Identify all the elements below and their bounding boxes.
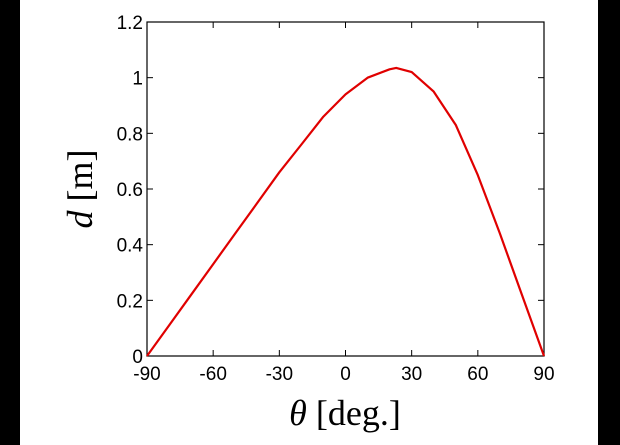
figure: -90 -60 -30 0 30 60 90 0 0.2 0.4 0.6 0.8 1 1.2 θ [deg… xyxy=(20,0,598,445)
x-tick-label: 60 xyxy=(467,364,488,385)
y-axis-symbol: d xyxy=(60,209,100,228)
y-tick-label: 0.2 xyxy=(117,291,143,312)
plot-frame xyxy=(146,21,545,357)
x-tick-label: 90 xyxy=(533,364,554,385)
x-tick-label: 0 xyxy=(340,364,351,385)
y-tick-label: 0.4 xyxy=(117,236,144,257)
y-axis-title: d [m] xyxy=(60,150,100,229)
line-chart: -90 -60 -30 0 30 60 90 0 0.2 0.4 0.6 0.8 1 1.2 θ [deg… xyxy=(60,13,555,433)
y-tick-label: 1 xyxy=(132,69,143,90)
y-tick-label: 0 xyxy=(132,347,143,368)
x-tick-label: 30 xyxy=(401,364,422,385)
y-tick-label: 0.8 xyxy=(117,124,143,145)
y-axis-unit: [m] xyxy=(60,150,100,211)
y-tick-label: 0.6 xyxy=(117,180,143,201)
x-axis-symbol: θ xyxy=(289,393,307,433)
y-tick-label: 1.2 xyxy=(117,13,143,34)
x-tick-label: -90 xyxy=(133,364,160,385)
series-line xyxy=(146,66,546,357)
x-axis-title: θ [deg.] xyxy=(289,393,401,433)
x-tick-label: -30 xyxy=(266,364,293,385)
x-axis-unit: [deg.] xyxy=(307,393,401,433)
x-tick-label: -60 xyxy=(199,364,226,385)
